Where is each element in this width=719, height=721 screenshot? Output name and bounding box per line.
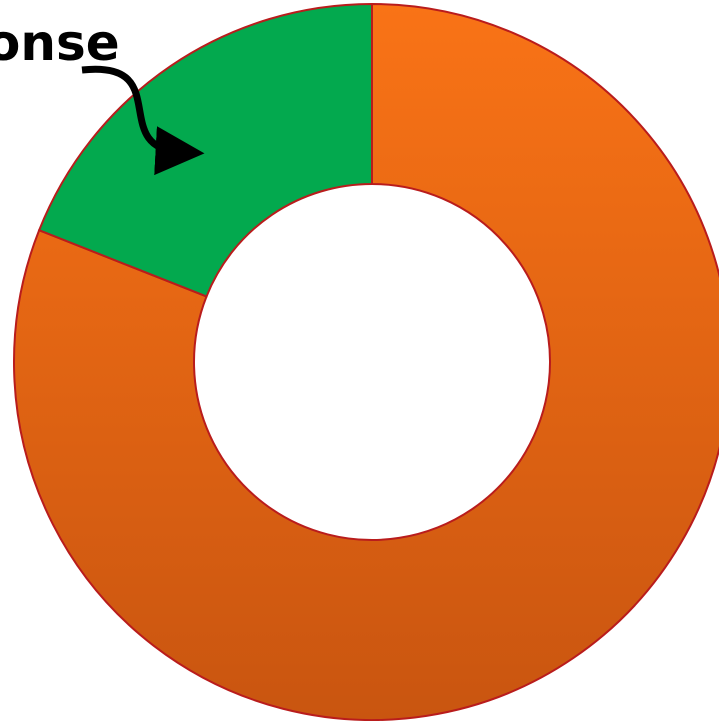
callout-text: onse <box>0 14 120 72</box>
callout-arrow <box>81 65 205 176</box>
donut-slice-orange <box>13 2 719 721</box>
donut-slices <box>13 2 719 721</box>
donut-slice-green <box>37 2 373 298</box>
